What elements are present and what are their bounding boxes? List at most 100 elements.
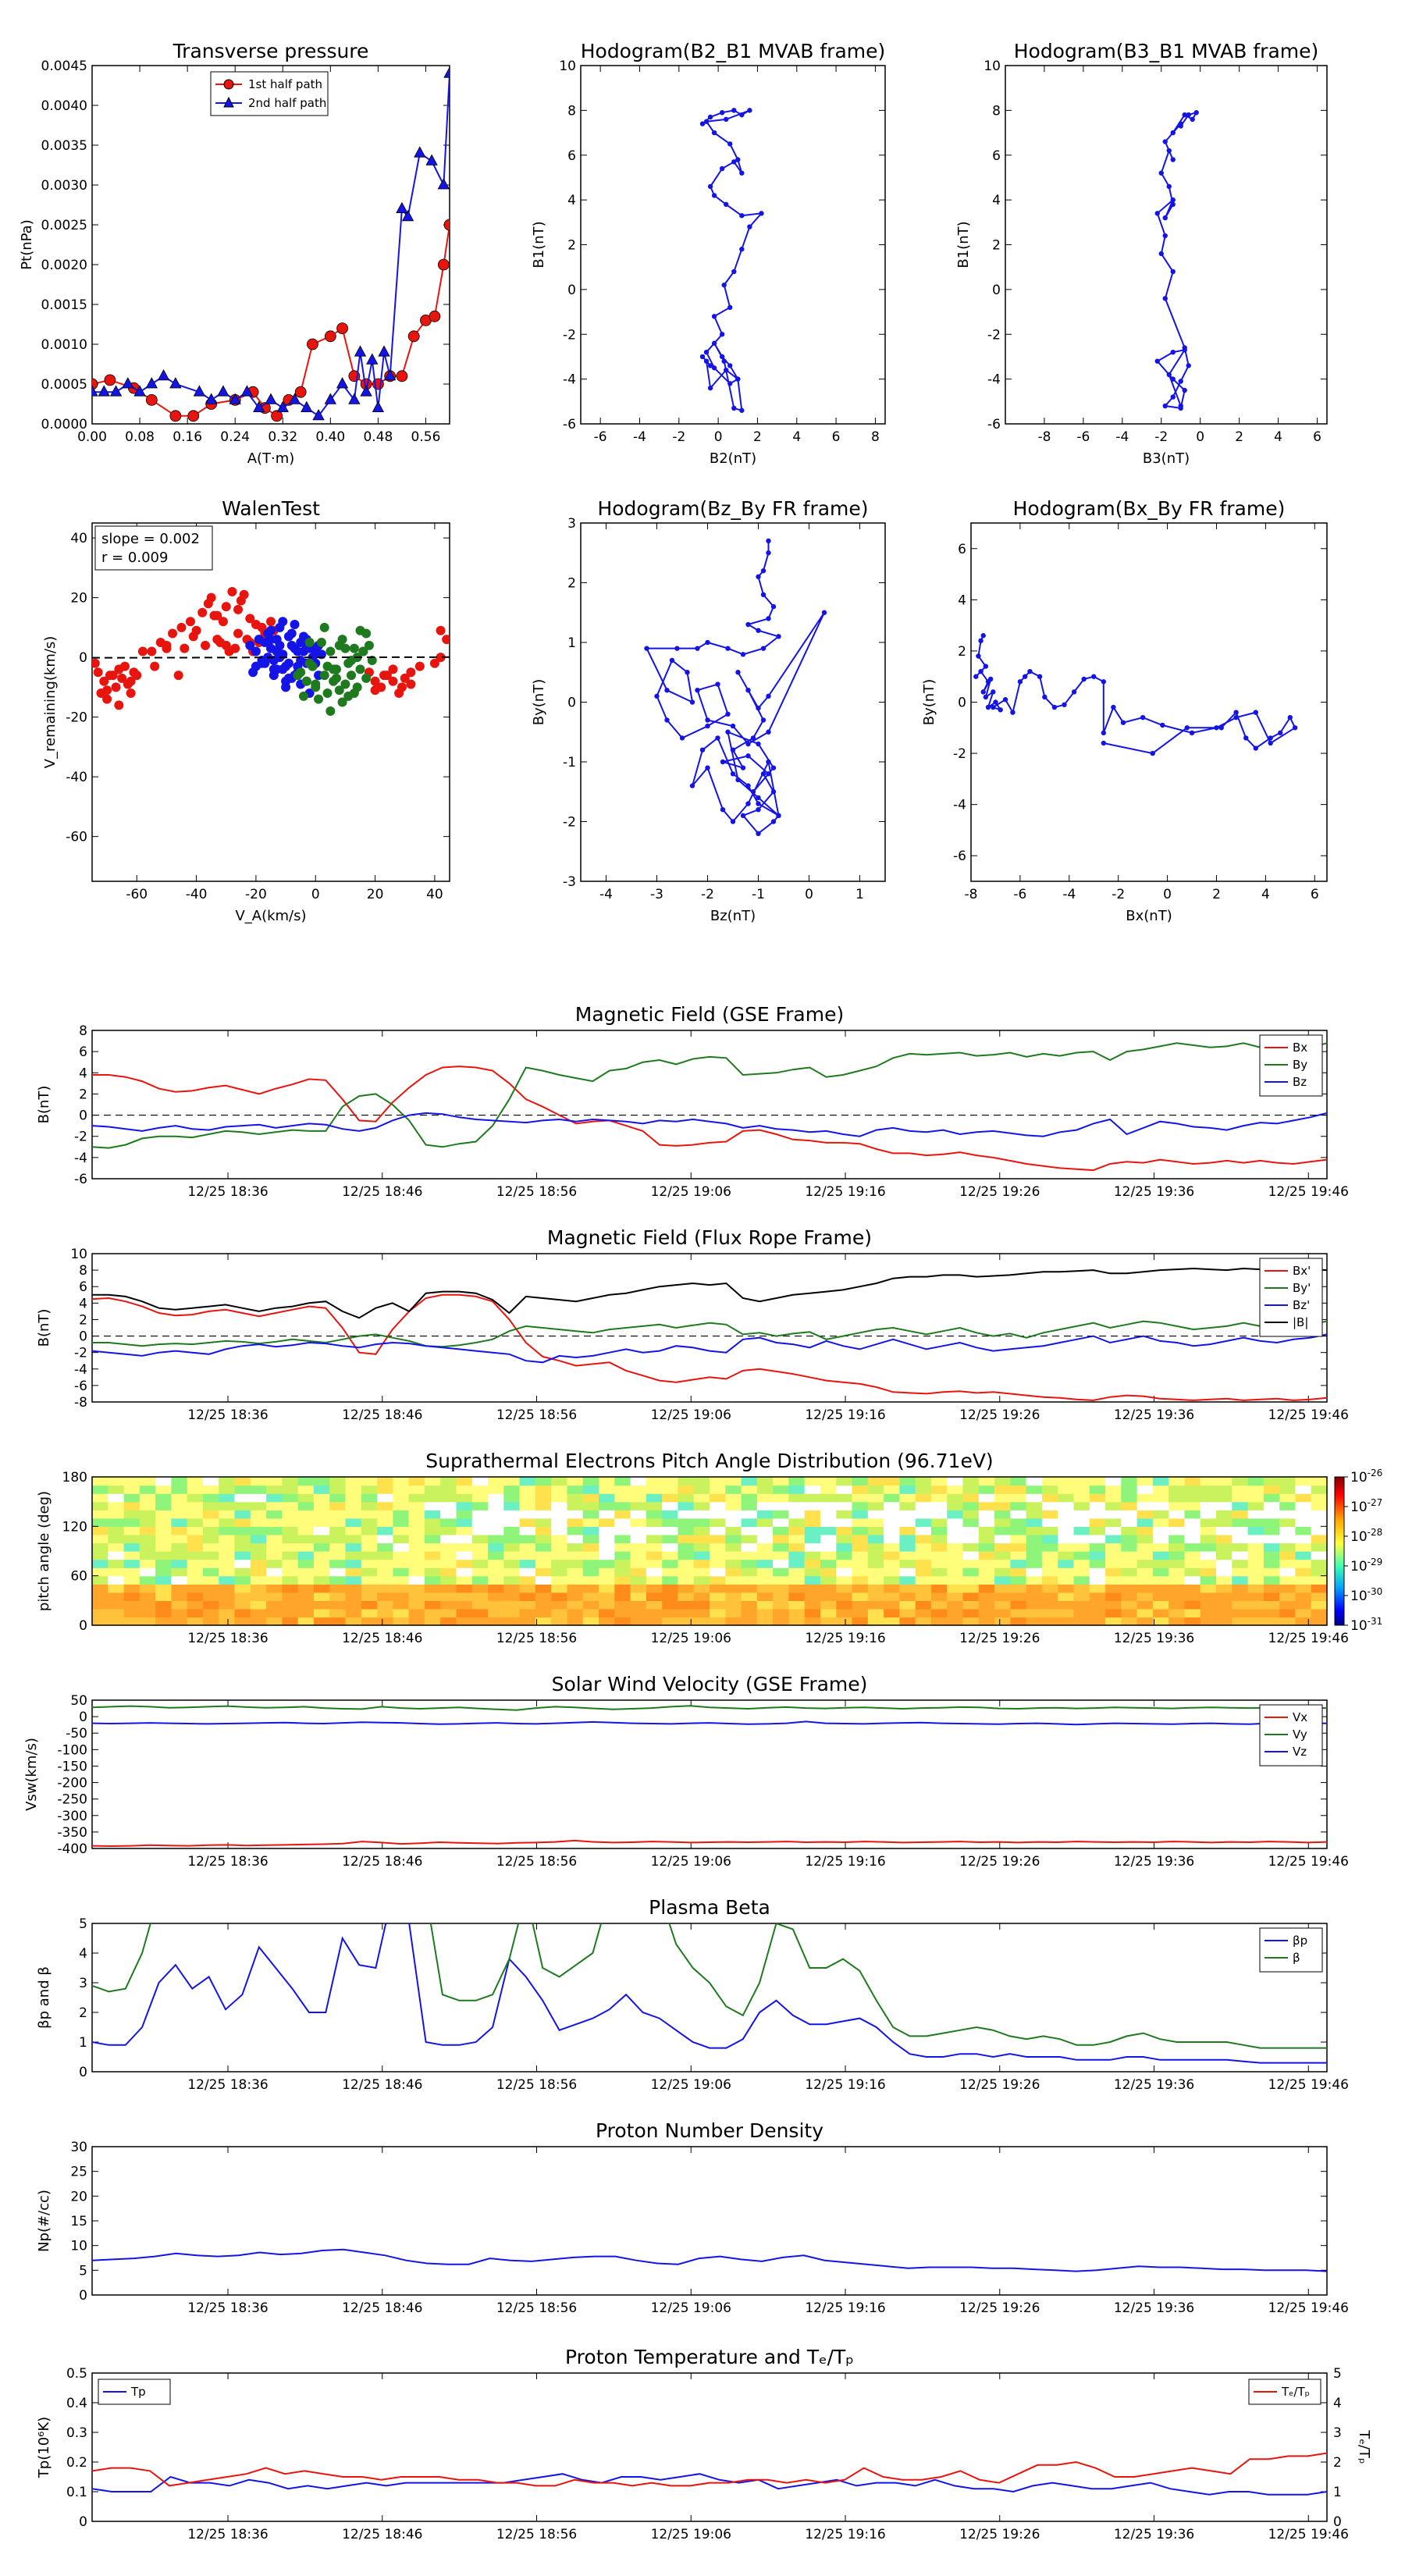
pad-cell: [282, 1542, 299, 1552]
pad-cell: [108, 1493, 125, 1503]
pad-cell: [203, 1592, 219, 1601]
pad-cell: [1295, 1517, 1312, 1527]
pad-cell: [1041, 1559, 1058, 1568]
pad-cell: [313, 1510, 330, 1519]
pad-cell: [1263, 1608, 1280, 1618]
pad-cell: [582, 1501, 599, 1510]
h4-xtick-label: -8: [965, 887, 978, 902]
pad-cell: [440, 1485, 457, 1494]
pad-cell: [1184, 1600, 1201, 1610]
pt-point: [169, 377, 182, 389]
pad-cell: [725, 1534, 742, 1544]
h2-point: [1178, 379, 1183, 384]
walen-point: [322, 688, 333, 699]
pad-cell: [377, 1592, 393, 1601]
walen-point: [266, 617, 276, 627]
beta-series-line: [92, 1923, 1327, 2049]
pad-cell: [1295, 1592, 1312, 1601]
pad-cell: [345, 1575, 362, 1585]
pad-cell: [1026, 1501, 1043, 1510]
pad-cell: [1010, 1608, 1027, 1618]
pad-cell: [599, 1510, 615, 1519]
mag_gse-series-line: [92, 1042, 1327, 1149]
pad-cell: [836, 1608, 853, 1618]
pad-cell: [614, 1517, 631, 1527]
vsw-xtick-label: 12/25 19:46: [1268, 1854, 1349, 1870]
pad-cell: [1247, 1584, 1264, 1593]
pad-cell: [646, 1608, 663, 1618]
pad-cell: [962, 1510, 980, 1519]
vsw-ytick-label: -300: [57, 1809, 87, 1824]
pad-cell: [1200, 1567, 1217, 1577]
pad-cell: [155, 1493, 172, 1503]
pad-cell: [266, 1600, 283, 1610]
pad-cell: [1295, 1534, 1312, 1544]
pt-point: [229, 393, 241, 404]
pad-ylabel: pitch angle (deg): [36, 1491, 52, 1611]
pad-cell: [630, 1608, 647, 1618]
h4-series-line: [975, 635, 1297, 755]
walen-ytick-label: 40: [70, 531, 87, 546]
pad-cell: [1311, 1485, 1328, 1494]
pad-cell: [947, 1493, 964, 1503]
h2-point: [1162, 215, 1168, 221]
pad-cell: [329, 1559, 347, 1568]
pad-cell: [92, 1617, 108, 1626]
pad-cell: [297, 1608, 315, 1618]
pad-cell: [108, 1510, 125, 1519]
h3-point: [760, 646, 767, 651]
pad-cell: [630, 1542, 647, 1552]
pad-cell: [867, 1542, 884, 1552]
pad-cell: [978, 1510, 995, 1519]
mag_gse-frame: [91, 1030, 1328, 1179]
h1-point: [739, 170, 745, 176]
pad-cell: [1232, 1477, 1249, 1486]
pad-cell: [266, 1477, 283, 1486]
pt-xtick-label: 0.00: [77, 429, 107, 445]
pad-cell: [1041, 1517, 1058, 1527]
walen-point: [266, 635, 276, 645]
mag_fr-ytick-label: 0: [79, 1329, 87, 1345]
h2-ytick-label: 8: [992, 103, 1001, 119]
pad-cell: [1184, 1608, 1201, 1618]
pad-cell: [710, 1592, 726, 1601]
pad-cell: [393, 1559, 410, 1568]
h3-point: [720, 759, 726, 765]
h3-point: [756, 628, 761, 633]
pad-cell: [947, 1567, 964, 1577]
h1-point: [739, 213, 745, 219]
pad-cell: [1136, 1592, 1154, 1601]
pad-cell: [155, 1526, 172, 1535]
pad-cell: [614, 1575, 631, 1585]
pad-cell: [171, 1517, 188, 1527]
pad-cell: [756, 1584, 774, 1593]
h3-point: [735, 670, 741, 675]
pad-cell: [693, 1493, 710, 1503]
pad-cell: [994, 1485, 1011, 1494]
pad-cell: [725, 1501, 742, 1510]
pad-cell: [1200, 1501, 1217, 1510]
h4-plot-area: [973, 633, 1298, 756]
pad-cell: [503, 1510, 521, 1519]
mag_gse-xtick-label: 12/25 18:46: [342, 1184, 422, 1200]
pt-point: [324, 393, 337, 404]
pad-cell: [1247, 1600, 1264, 1610]
pad-cell: [488, 1575, 504, 1585]
walen-point: [209, 610, 219, 621]
pad-cell: [1232, 1551, 1249, 1560]
h2-xtick-label: -8: [1037, 429, 1051, 445]
pad-cell: [1152, 1510, 1169, 1519]
pad-cell: [1089, 1501, 1106, 1510]
pad-cell: [155, 1501, 172, 1510]
mag_gse-ytick-label: 4: [79, 1066, 87, 1081]
pad-cell: [329, 1567, 347, 1577]
h3-point: [766, 616, 771, 621]
pad-cell: [123, 1600, 140, 1610]
pad-cell: [187, 1567, 204, 1577]
h4-xtick-label: -4: [1062, 887, 1076, 902]
pad-cell: [614, 1477, 631, 1486]
pad-cell: [852, 1608, 869, 1618]
pad-cell: [393, 1477, 410, 1486]
pad-cell: [678, 1600, 695, 1610]
h3-point: [756, 705, 761, 711]
